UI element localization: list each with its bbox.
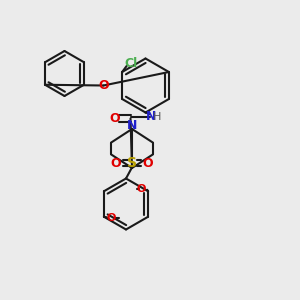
- Text: N: N: [127, 119, 137, 132]
- Text: O: O: [109, 112, 120, 125]
- Text: S: S: [127, 157, 137, 170]
- Text: O: O: [142, 157, 153, 170]
- Text: Cl: Cl: [124, 57, 138, 70]
- Text: N: N: [146, 110, 157, 124]
- Text: O: O: [111, 157, 122, 170]
- Text: O: O: [107, 213, 116, 223]
- Text: O: O: [98, 79, 109, 92]
- Text: H: H: [153, 112, 162, 122]
- Text: O: O: [136, 184, 146, 194]
